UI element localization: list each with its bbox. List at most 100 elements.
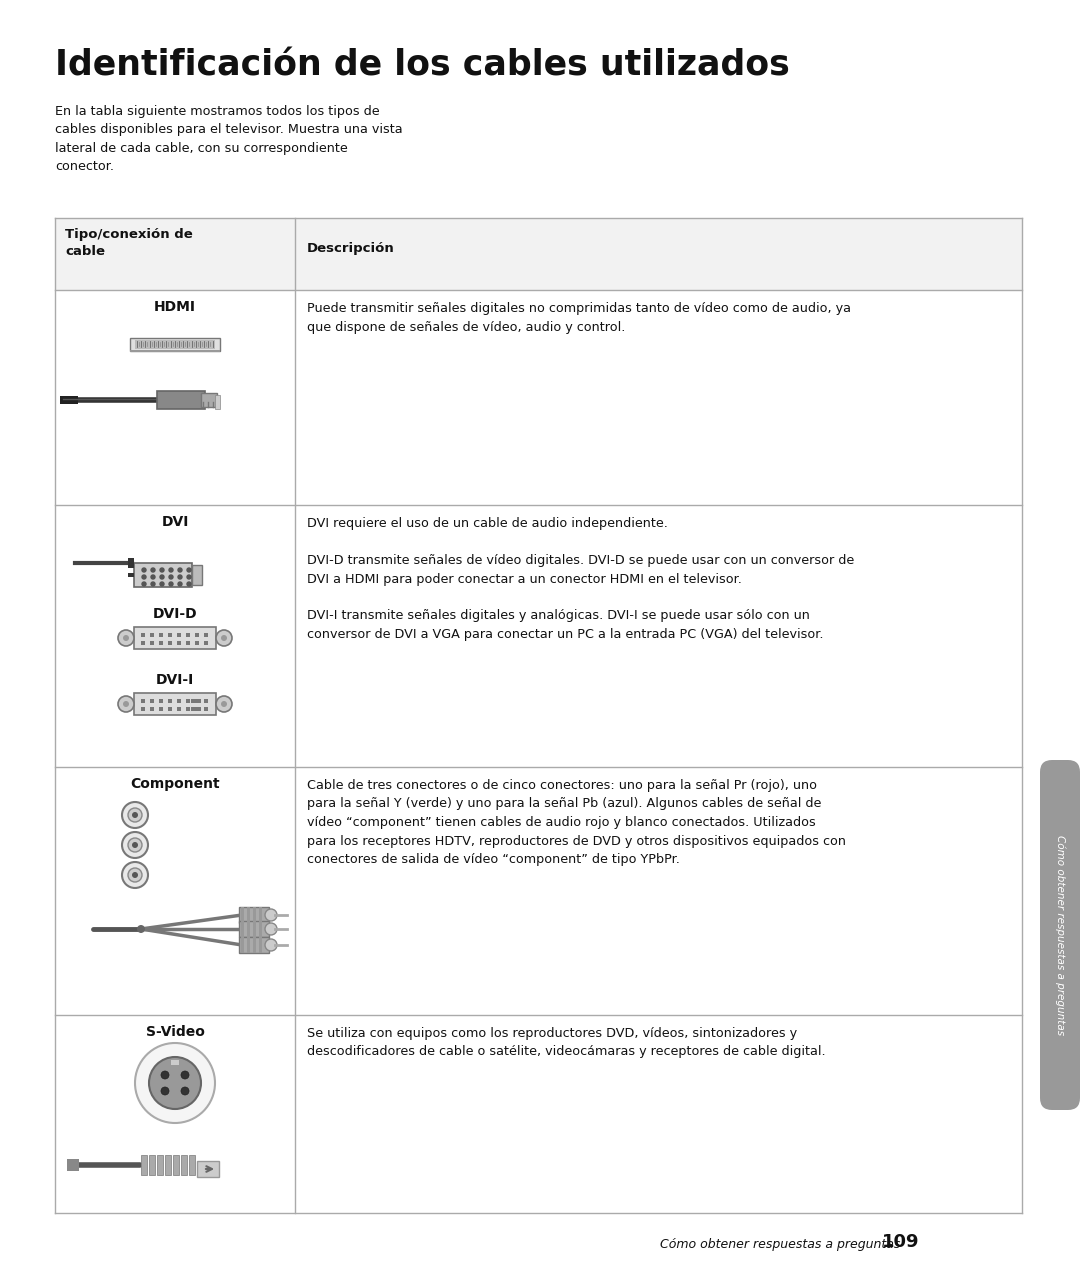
Circle shape (181, 1071, 189, 1080)
Bar (173, 1154, 179, 1175)
Circle shape (168, 568, 173, 572)
Bar (168, 698, 172, 704)
Circle shape (141, 568, 146, 572)
Bar (168, 641, 172, 645)
Text: Descripción: Descripción (307, 243, 395, 255)
Bar (191, 698, 195, 704)
Bar (171, 1060, 179, 1066)
Circle shape (151, 568, 156, 572)
Bar (141, 632, 145, 638)
Bar (130, 338, 220, 351)
Bar (253, 937, 256, 952)
Bar (141, 707, 145, 711)
Bar (239, 907, 269, 923)
Bar (241, 937, 244, 952)
FancyBboxPatch shape (1040, 759, 1080, 1110)
Bar (134, 563, 192, 587)
Bar (186, 707, 190, 711)
Bar (259, 921, 262, 937)
Bar (195, 698, 199, 704)
Circle shape (168, 575, 173, 579)
Circle shape (168, 582, 173, 585)
Circle shape (135, 1043, 215, 1123)
Text: Puede transmitir señales digitales no comprimidas tanto de vídeo como de audio, : Puede transmitir señales digitales no co… (307, 302, 851, 334)
Circle shape (151, 575, 156, 579)
Circle shape (178, 575, 183, 579)
Circle shape (118, 630, 134, 646)
Circle shape (161, 1087, 168, 1095)
Circle shape (132, 842, 138, 848)
Bar (186, 641, 190, 645)
Bar (239, 937, 269, 952)
Bar (195, 707, 199, 711)
Bar (177, 632, 181, 638)
Circle shape (265, 923, 276, 935)
Text: 109: 109 (882, 1233, 919, 1251)
Bar (195, 632, 199, 638)
Circle shape (151, 582, 156, 585)
Bar (259, 937, 262, 952)
Text: Component: Component (131, 777, 220, 791)
Bar (241, 921, 244, 937)
Bar (197, 1161, 219, 1177)
Circle shape (178, 568, 183, 572)
Bar (177, 641, 181, 645)
Circle shape (122, 832, 148, 859)
Bar (189, 1154, 195, 1175)
Text: Cable de tres conectores o de cinco conectores: uno para la señal Pr (rojo), uno: Cable de tres conectores o de cinco cone… (307, 779, 846, 866)
Bar (201, 392, 217, 406)
Text: S-Video: S-Video (146, 1025, 204, 1039)
Circle shape (160, 568, 164, 572)
Bar (150, 641, 154, 645)
Circle shape (187, 582, 191, 585)
Bar (168, 632, 172, 638)
Text: HDMI: HDMI (154, 300, 195, 314)
Bar (67, 1160, 79, 1171)
Text: DVI-I: DVI-I (156, 673, 194, 687)
Bar (165, 1154, 171, 1175)
Bar (247, 937, 249, 952)
Bar (159, 698, 163, 704)
Bar (60, 396, 78, 404)
Bar (204, 641, 208, 645)
Bar (197, 707, 201, 711)
Circle shape (265, 909, 276, 921)
Circle shape (149, 1057, 201, 1109)
Bar (149, 1154, 156, 1175)
Circle shape (181, 1087, 189, 1095)
Circle shape (187, 575, 191, 579)
Circle shape (129, 808, 141, 822)
Bar (129, 573, 134, 577)
Text: DVI-D: DVI-D (152, 607, 198, 621)
Bar (157, 391, 205, 409)
Bar (134, 627, 216, 649)
Circle shape (265, 939, 276, 951)
Circle shape (221, 701, 227, 707)
Text: Se utiliza con equipos como los reproductores DVD, vídeos, sintonizadores y
desc: Se utiliza con equipos como los reproduc… (307, 1027, 825, 1058)
Bar (177, 707, 181, 711)
Text: Tipo/conexión de
cable: Tipo/conexión de cable (65, 229, 192, 258)
Circle shape (221, 635, 227, 641)
Bar (186, 698, 190, 704)
Bar (241, 907, 244, 923)
Circle shape (187, 568, 191, 572)
Bar (181, 1154, 187, 1175)
Bar (192, 565, 202, 585)
Bar (253, 921, 256, 937)
Circle shape (123, 635, 129, 641)
Bar (159, 632, 163, 638)
Text: DVI: DVI (161, 516, 189, 530)
Bar (247, 907, 249, 923)
Bar (150, 707, 154, 711)
Bar (204, 707, 208, 711)
Bar (157, 1154, 163, 1175)
Circle shape (132, 872, 138, 878)
Bar (204, 632, 208, 638)
Circle shape (118, 696, 134, 712)
Circle shape (132, 812, 138, 818)
Circle shape (141, 575, 146, 579)
Bar (150, 632, 154, 638)
Text: Cómo obtener respuestas a preguntas: Cómo obtener respuestas a preguntas (660, 1238, 901, 1251)
Bar (130, 351, 220, 352)
Circle shape (122, 862, 148, 888)
